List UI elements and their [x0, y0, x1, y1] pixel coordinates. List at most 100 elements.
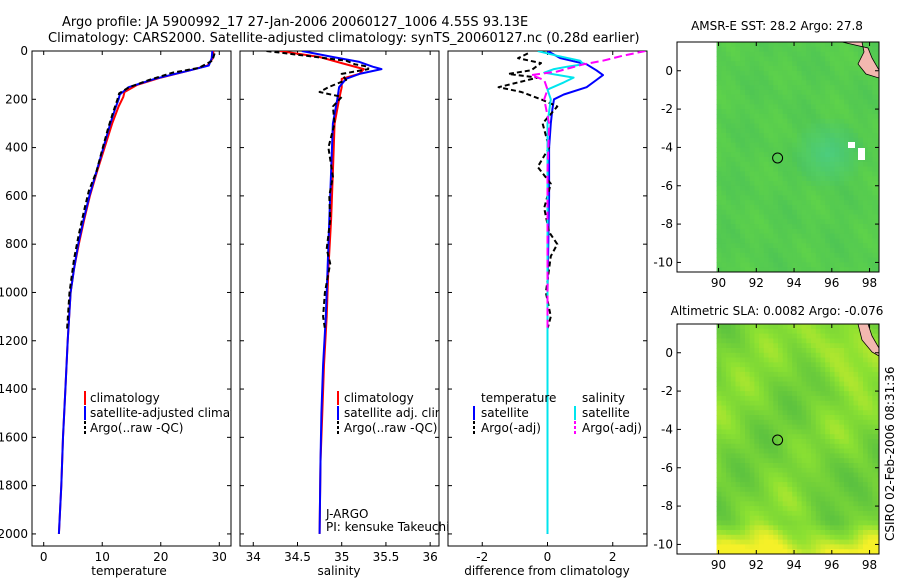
- sla-map-cell: [858, 405, 864, 411]
- sst-map-cell: [820, 248, 826, 254]
- sla-map-cell: [792, 405, 798, 411]
- sst-map-cell: [796, 190, 803, 196]
- sst-map-cell: [829, 56, 836, 62]
- sla-map-cell: [872, 467, 878, 474]
- sla-map-cell: [721, 400, 727, 407]
- sla-map-cell: [778, 467, 784, 474]
- sst-map-cell: [806, 42, 812, 48]
- sla-map-cell: [877, 400, 879, 407]
- sst-map-cell: [877, 209, 879, 216]
- sla-map-cell: [787, 328, 793, 335]
- sla-map-cell: [773, 386, 779, 392]
- sst-map-cell: [853, 190, 859, 196]
- sla-map-cell: [829, 530, 836, 536]
- sst-map-cell: [735, 85, 741, 91]
- sla-map-cell: [745, 434, 751, 440]
- sst-map-cell: [745, 200, 751, 206]
- sla-map-cell: [754, 391, 760, 397]
- sst-missing-data-cell: [848, 142, 855, 148]
- sst-map-cell: [721, 219, 727, 225]
- sla-map-cell: [792, 463, 798, 469]
- sst-map-cell: [867, 118, 873, 125]
- sst-map-cell: [716, 214, 722, 220]
- sla-map-cell: [759, 405, 765, 411]
- sla-map-cell: [754, 515, 760, 522]
- sla-map-cell: [877, 367, 879, 373]
- sla-map-cell: [745, 395, 751, 402]
- sla-map-cell: [730, 453, 737, 459]
- sla-map-cell: [759, 520, 765, 526]
- sst-map-cell: [877, 166, 879, 172]
- sst-map-cell: [829, 142, 836, 148]
- sla-map-cell: [768, 434, 774, 440]
- sla-map-cell: [811, 486, 817, 493]
- sst-map-cell: [735, 190, 741, 196]
- sla-map-cell: [730, 381, 737, 387]
- sst-map-cell: [787, 123, 793, 129]
- sst-map-cell: [792, 104, 798, 110]
- sst-map-cell: [853, 66, 859, 72]
- sla-map-cell: [815, 544, 822, 550]
- sst-map-cell: [877, 219, 879, 225]
- sla-map-cell: [848, 376, 855, 383]
- sla-map-cell: [787, 491, 793, 498]
- temperature-ytick-label: 400: [5, 141, 28, 155]
- sst-map-cell: [877, 118, 879, 125]
- sla-map-cell: [773, 453, 779, 459]
- sla-map-cell: [763, 415, 770, 421]
- sla-map-cell: [730, 391, 737, 397]
- sst-map-cell: [811, 161, 817, 168]
- sst-map-cell: [782, 94, 788, 101]
- sla-map-cell: [740, 357, 746, 363]
- sla-map-cell: [792, 486, 798, 493]
- sst-map-cell: [726, 42, 732, 48]
- sla-map-cell: [839, 405, 845, 411]
- sla-map-cell: [740, 410, 746, 416]
- sla-map-cell: [735, 448, 741, 454]
- sla-map-cell: [867, 477, 873, 483]
- sst-map-cell: [796, 66, 803, 72]
- sla-map-cell: [749, 381, 755, 387]
- sst-map-cell: [768, 94, 774, 101]
- sla-map-cell: [796, 530, 803, 536]
- sla-map-cell: [796, 328, 803, 335]
- sst-map-cell: [872, 123, 878, 129]
- sst-map-cell: [820, 123, 826, 129]
- sla-map-cell: [787, 338, 793, 344]
- sst-map-cell: [806, 137, 812, 144]
- sst-map-cell: [721, 113, 727, 120]
- sla-map-cell: [778, 386, 784, 392]
- sst-map-cell: [820, 181, 826, 187]
- sst-map-cell: [858, 142, 864, 148]
- sla-map-cell: [834, 434, 840, 440]
- sla-map-cell: [815, 443, 822, 450]
- sla-map-cell: [782, 376, 788, 383]
- sla-map-cell: [716, 415, 722, 421]
- sla-map-cell: [759, 486, 765, 493]
- sla-map-cell: [844, 434, 850, 440]
- sla-map-cell: [763, 467, 770, 474]
- sst-map-cell: [773, 190, 779, 196]
- sla-map-cell: [749, 362, 755, 368]
- sla-map-cell: [834, 395, 840, 402]
- sla-map-cell: [829, 395, 836, 402]
- sst-map-cell: [815, 224, 822, 230]
- sst-map-cell: [839, 123, 845, 129]
- sla-map-cell: [858, 486, 864, 493]
- sst-map-cell: [730, 214, 737, 220]
- sla-map-cell: [825, 453, 831, 459]
- sla-map-cell: [735, 343, 741, 349]
- sst-map-cell: [806, 233, 812, 240]
- sst-map-cell: [844, 104, 850, 110]
- sst-map-cell: [801, 56, 807, 62]
- sst-map-cell: [877, 113, 879, 120]
- sla-map-cell: [759, 482, 765, 488]
- sst-map-cell: [867, 80, 873, 86]
- sst-map-cell: [740, 66, 746, 72]
- sla-map-cell: [872, 429, 878, 435]
- sla-map-cell: [848, 400, 855, 407]
- sst-map-cell: [749, 142, 755, 148]
- sst-map-cell: [782, 85, 788, 91]
- sla-map-cell: [858, 515, 864, 522]
- sla-map-cell: [745, 534, 751, 541]
